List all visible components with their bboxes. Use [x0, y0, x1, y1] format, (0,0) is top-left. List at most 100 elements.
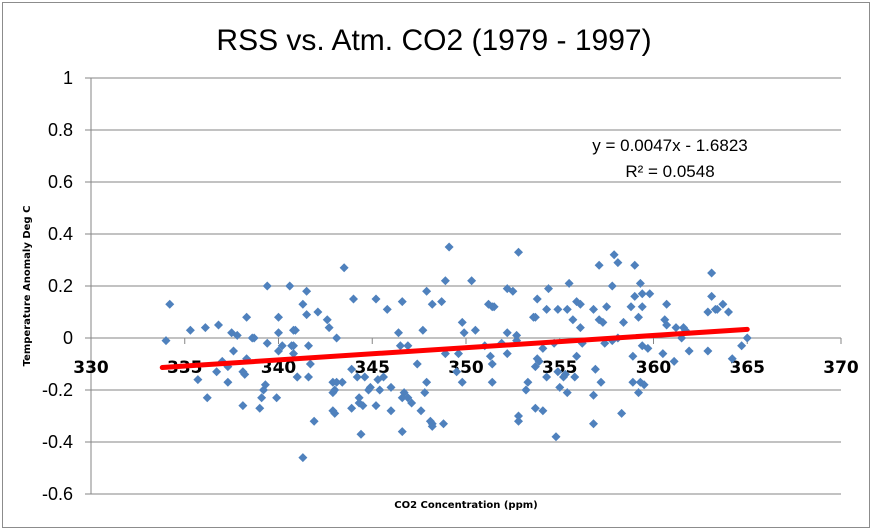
data-point	[292, 372, 302, 382]
data-point	[165, 299, 175, 309]
data-points	[161, 242, 752, 463]
y-tick-label: -0.4	[42, 432, 73, 452]
data-point	[302, 286, 312, 296]
data-point	[289, 349, 298, 359]
data-point	[707, 268, 717, 278]
data-point	[742, 333, 752, 343]
data-point	[628, 377, 638, 387]
data-point	[302, 310, 312, 320]
data-point	[514, 416, 523, 426]
data-point	[487, 377, 497, 387]
data-point	[238, 401, 248, 411]
trendline-equation: y = 0.0047x - 1.6823	[592, 136, 747, 155]
data-point	[397, 297, 407, 307]
data-point	[538, 406, 548, 416]
data-point	[662, 320, 672, 330]
data-point	[634, 312, 643, 322]
data-point	[544, 284, 553, 294]
data-point	[322, 315, 332, 325]
data-point	[427, 299, 437, 309]
y-tick-label: -0.2	[42, 380, 73, 400]
data-point	[287, 341, 297, 351]
data-point	[452, 367, 462, 377]
data-point	[371, 401, 381, 411]
data-point	[514, 247, 523, 257]
data-point	[568, 315, 578, 325]
data-point	[703, 307, 713, 317]
y-axis-ticks: 1 0.8 0.6 0.4 0.2 0 -0.2 -0.4 -0.6	[42, 68, 73, 504]
data-point	[643, 343, 653, 353]
data-point	[630, 291, 640, 301]
data-point	[553, 367, 563, 377]
data-point	[617, 408, 627, 418]
data-point	[570, 372, 580, 382]
data-point	[737, 341, 747, 351]
data-point	[724, 307, 733, 317]
data-point	[634, 388, 643, 398]
data-point	[467, 276, 477, 286]
data-point	[422, 377, 432, 387]
data-point	[489, 302, 499, 312]
data-point	[508, 286, 518, 296]
y-axis-label: Temperature Anomaly Deg C	[22, 206, 33, 367]
data-point	[532, 294, 542, 304]
data-point	[542, 372, 552, 382]
x-tick-label: 360	[636, 358, 672, 378]
data-point	[375, 385, 385, 395]
data-point	[332, 377, 342, 387]
data-point	[416, 406, 426, 416]
data-point	[589, 419, 598, 429]
data-point	[523, 377, 533, 387]
data-point	[161, 336, 171, 346]
data-point	[298, 453, 308, 463]
data-point	[555, 382, 565, 392]
data-point	[185, 325, 195, 335]
data-point	[274, 312, 283, 322]
data-point	[337, 377, 347, 387]
data-point	[454, 349, 463, 359]
data-point	[502, 328, 512, 338]
data-point	[420, 388, 430, 398]
data-point	[305, 359, 315, 369]
data-point	[596, 377, 606, 387]
data-point	[553, 304, 563, 314]
data-point	[589, 390, 598, 400]
y-tick-label: 0.2	[48, 276, 73, 296]
data-point	[662, 299, 672, 309]
y-tick-label: -0.6	[42, 484, 73, 504]
data-point	[394, 328, 403, 338]
data-point	[427, 419, 437, 429]
x-tick-label: 355	[542, 358, 578, 378]
data-point	[386, 382, 396, 392]
data-point	[512, 330, 522, 340]
trendline	[159, 326, 750, 370]
data-point	[229, 346, 238, 356]
data-point	[594, 260, 604, 270]
data-point	[538, 343, 548, 353]
data-point	[607, 281, 617, 291]
data-point	[637, 302, 647, 312]
data-point	[619, 317, 628, 327]
data-point	[200, 323, 210, 333]
data-point	[602, 302, 612, 312]
data-point	[347, 403, 357, 413]
gridlines	[85, 77, 841, 495]
data-point	[395, 341, 405, 351]
data-point	[703, 346, 713, 356]
data-point	[382, 304, 392, 314]
data-point	[274, 328, 283, 338]
data-point	[214, 320, 223, 330]
y-tick-label: 0.6	[48, 172, 73, 192]
data-point	[562, 304, 572, 314]
x-tick-label: 330	[73, 358, 109, 378]
data-point	[598, 317, 608, 327]
data-point	[259, 385, 268, 395]
data-point	[444, 242, 454, 252]
data-point	[459, 328, 469, 338]
y-tick-label: 0.8	[48, 120, 73, 140]
data-point	[360, 372, 370, 382]
data-point	[349, 294, 358, 304]
data-point	[712, 304, 722, 314]
